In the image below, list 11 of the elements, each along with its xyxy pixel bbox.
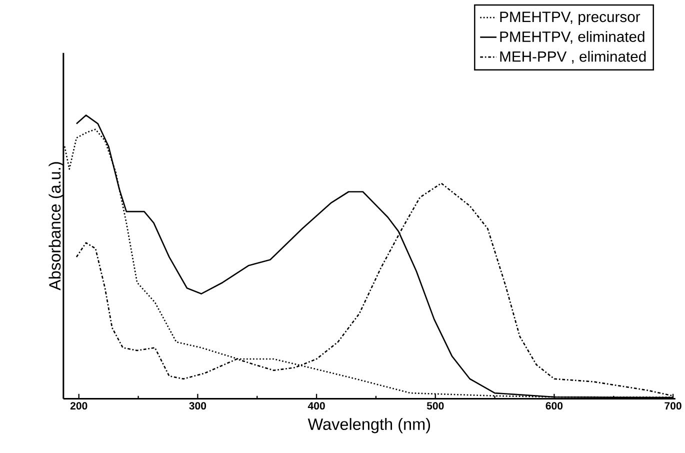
x-tick-label: 300 xyxy=(189,402,206,410)
x-tick-label: 400 xyxy=(308,402,325,410)
legend-label: PMEHTPV, precursor xyxy=(500,12,640,25)
x-tick-label: 200 xyxy=(70,402,88,410)
x-tick-label: 600 xyxy=(546,402,563,410)
x-axis-title: Wavelength (nm) xyxy=(308,418,430,433)
legend-label: PMEHTPV, eliminated xyxy=(500,30,644,44)
legend-label: MEH-PPV , eliminated xyxy=(500,50,646,64)
x-tick-label: 500 xyxy=(426,402,444,410)
y-axis-title: Absorbance (a.u.) xyxy=(48,162,64,290)
x-tick-label: 700 xyxy=(664,402,682,410)
